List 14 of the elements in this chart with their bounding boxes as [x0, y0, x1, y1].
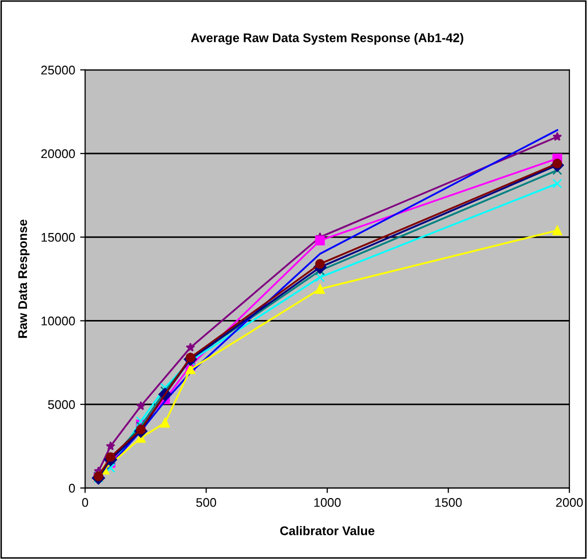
y-tick-label: 0 — [68, 484, 75, 493]
chart-title: Average Raw Data System Response (Ab1-42) — [190, 33, 464, 45]
x-tick-label: 2000 — [556, 498, 583, 507]
y-axis-title: Raw Data Response — [18, 220, 30, 338]
x-axis-title: Calibrator Value — [280, 526, 374, 536]
x-tick-label: 500 — [196, 498, 216, 507]
x-tick-label: 1500 — [435, 498, 462, 507]
y-tick-label: 20000 — [41, 149, 75, 158]
y-tick-label: 10000 — [42, 316, 75, 326]
y-tick-label: 15000 — [42, 232, 75, 242]
x-tick-label: 0 — [82, 498, 88, 507]
x-tick-label: 1000 — [314, 498, 341, 507]
y-tick-label: 25000 — [41, 66, 75, 75]
y-tick-label: 5000 — [48, 400, 75, 410]
